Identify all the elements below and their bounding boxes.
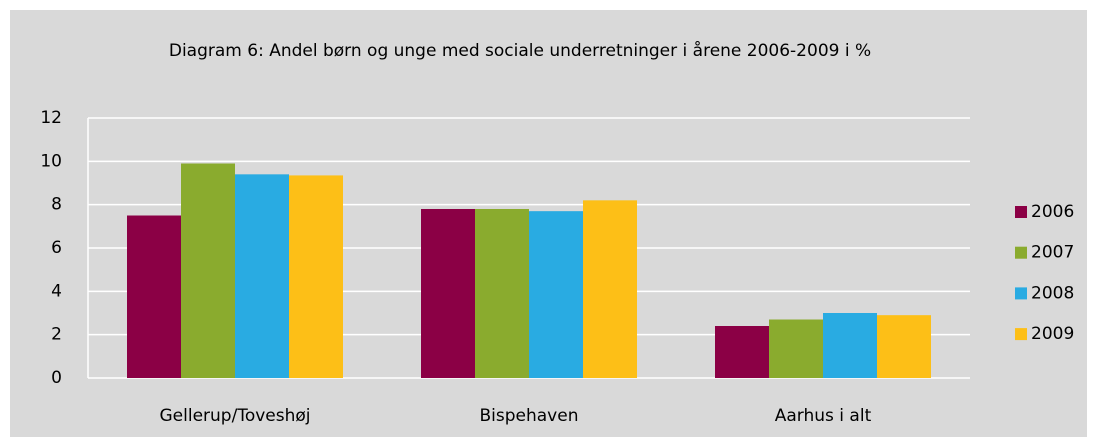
- bar: [715, 326, 769, 378]
- y-tick-label: 8: [51, 195, 62, 215]
- legend-swatch: [1015, 246, 1027, 259]
- x-tick-label: Aarhus i alt: [775, 406, 872, 426]
- bar: [475, 209, 529, 378]
- legend-label: 2007: [1031, 243, 1074, 263]
- bar: [529, 211, 583, 378]
- legend-label: 2009: [1031, 324, 1074, 344]
- legend-swatch: [1015, 287, 1027, 300]
- x-tick-label: Bispehaven: [480, 406, 579, 426]
- x-tick-label: Gellerup/Toveshøj: [160, 406, 311, 426]
- y-tick-label: 2: [51, 325, 62, 345]
- bar: [127, 215, 181, 378]
- y-tick-label: 4: [51, 281, 62, 301]
- chart-title: Diagram 6: Andel børn og unge med social…: [168, 41, 872, 61]
- y-tick-label: 6: [51, 238, 62, 258]
- y-tick-label: 0: [51, 368, 62, 388]
- legend-label: 2008: [1031, 283, 1074, 303]
- bar: [823, 313, 877, 378]
- bar: [235, 174, 289, 378]
- bar: [877, 315, 931, 378]
- bar: [769, 319, 823, 378]
- legend-swatch: [1015, 328, 1027, 341]
- y-tick-label: 12: [40, 108, 62, 128]
- bar: [289, 175, 343, 378]
- bar: [181, 163, 235, 378]
- legend-label: 2006: [1031, 202, 1074, 222]
- bar: [421, 209, 475, 378]
- y-tick-label: 10: [40, 151, 62, 171]
- bar: [583, 200, 637, 378]
- legend-swatch: [1015, 206, 1027, 218]
